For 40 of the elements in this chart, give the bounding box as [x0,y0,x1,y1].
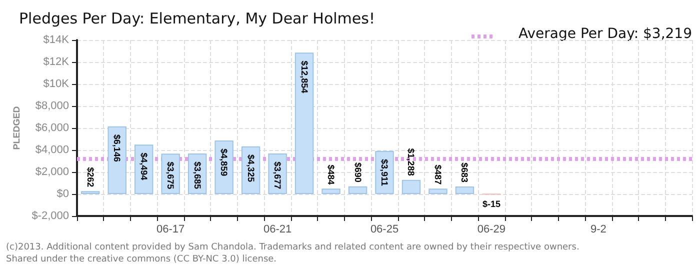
bar [402,180,421,194]
x-tick-label: 9-2 [590,224,606,236]
x-tick-label: 06-21 [263,224,292,236]
data-label: $3,685 [192,161,202,189]
data-label: $1,288 [406,148,416,176]
data-label: $262 [85,167,96,188]
bar [322,188,340,194]
data-label: $6,146 [112,134,122,162]
data-label: $4,494 [138,152,149,180]
y-tick-label: $6,000 [35,122,69,134]
x-tick-label: 06-29 [477,224,506,236]
y-tick-label: $12K [43,56,70,68]
y-tick-label: $-2,000 [32,210,69,222]
data-label: $12,854 [299,60,310,94]
data-label: $484 [326,164,336,185]
data-label: $3,677 [272,162,283,190]
data-label: $4,859 [219,148,230,176]
data-label: $-15 [482,199,500,210]
y-tick-label: $14K [43,34,70,46]
y-tick-label: $2,000 [35,166,69,178]
y-tick-label: $10K [43,78,70,90]
data-label: $4,325 [246,154,256,182]
bar [348,186,368,194]
y-tick-label: $0 [56,188,69,200]
data-label: $683 [460,162,470,182]
data-label: $690 [352,162,363,182]
y-axis-title: PLEDGED [11,106,22,150]
x-tick-label: 06-25 [370,224,399,236]
data-label: $487 [432,164,443,185]
text: Shared under the creative commons (CC BY-NC 3.0) license. [6,254,277,264]
data-label: $3,911 [380,158,390,186]
chart-title: Pledges Per Day: Elementary, My Dear Holmes! [19,10,375,28]
legend-label: Average Per Day: $3,219 [518,26,692,42]
bar [428,188,448,194]
x-tick-label: 06-17 [156,224,185,236]
y-tick-label: $8,000 [35,100,69,112]
bar [455,186,474,194]
y-tick-label: $4,000 [35,144,69,156]
text: (c)2013. Additional content provided by Sam Chandola. Trademarks and related content are owned by their respective owners. [6,242,580,252]
data-label: $3,675 [166,162,176,190]
